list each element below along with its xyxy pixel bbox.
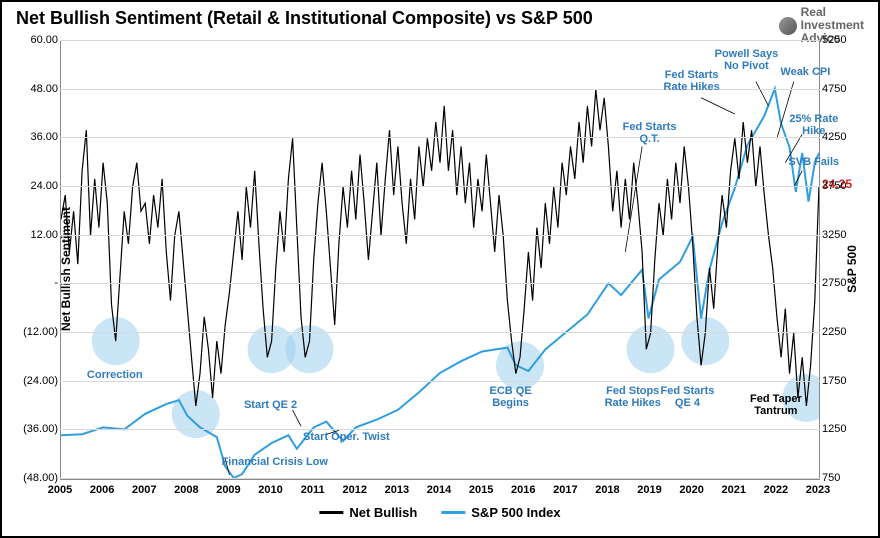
gridline <box>60 478 820 479</box>
x-tick: 2006 <box>90 484 114 496</box>
x-tick: 2022 <box>764 484 788 496</box>
legend-swatch-bullish <box>319 511 343 514</box>
logo-icon <box>779 17 797 35</box>
legend-item-bullish: Net Bullish <box>319 505 417 520</box>
gridline <box>60 283 820 284</box>
x-tick: 2016 <box>511 484 535 496</box>
x-tick: 2020 <box>679 484 703 496</box>
annotation-connector <box>701 98 735 114</box>
annotation-connector <box>756 82 769 106</box>
y-left-tick: 60.00 <box>22 34 58 46</box>
y-right-tick: 1250 <box>822 423 858 435</box>
x-tick: 2019 <box>637 484 661 496</box>
gridline <box>60 137 820 138</box>
gridline <box>60 429 820 430</box>
y-left-tick: (36.00) <box>22 423 58 435</box>
gridline <box>60 235 820 236</box>
gridline <box>60 89 820 90</box>
legend-label-sp500: S&P 500 Index <box>471 505 560 520</box>
gridline <box>60 332 820 333</box>
x-tick: 2005 <box>48 484 72 496</box>
x-tick: 2023 <box>806 484 830 496</box>
x-tick: 2017 <box>553 484 577 496</box>
annotation-connector <box>293 410 301 426</box>
y-right-tick: 5250 <box>822 34 858 46</box>
y-left-tick: 36.00 <box>22 131 58 143</box>
x-tick: 2008 <box>174 484 198 496</box>
y-right-tick: 2250 <box>822 326 858 338</box>
y-left-tick: 24.00 <box>22 180 58 192</box>
chart-title: Net Bullish Sentiment (Retail & Institut… <box>16 8 593 29</box>
legend-label-bullish: Net Bullish <box>349 505 417 520</box>
y-right-tick: 1750 <box>822 375 858 387</box>
gridline <box>60 40 820 41</box>
annotation-connector <box>785 134 802 162</box>
plot-area <box>60 40 820 480</box>
y-right-tick: 4750 <box>822 83 858 95</box>
y-left-tick: 48.00 <box>22 83 58 95</box>
x-tick: 2014 <box>427 484 451 496</box>
legend-item-sp500: S&P 500 Index <box>441 505 560 520</box>
legend: Net Bullish S&P 500 Index <box>319 505 560 520</box>
y-left-tick: 12.00 <box>22 229 58 241</box>
gridline <box>60 186 820 187</box>
x-tick: 2012 <box>343 484 367 496</box>
y-right-tick: 4250 <box>822 131 858 143</box>
y-left-tick: (24.00) <box>22 375 58 387</box>
legend-swatch-sp500 <box>441 511 465 514</box>
y-left-tick: - <box>22 277 58 289</box>
gridline <box>60 381 820 382</box>
plot-svg <box>61 41 819 479</box>
y-right-tick: 750 <box>822 472 858 484</box>
y-left-tick: (12.00) <box>22 326 58 338</box>
x-tick: 2013 <box>385 484 409 496</box>
y-right-tick: 3750 <box>822 180 858 192</box>
x-tick: 2010 <box>258 484 282 496</box>
y-left-tick: (48.00) <box>22 472 58 484</box>
y-right-tick: 2750 <box>822 277 858 289</box>
x-tick: 2009 <box>216 484 240 496</box>
x-tick: 2015 <box>469 484 493 496</box>
x-tick: 2011 <box>301 484 325 496</box>
x-tick: 2018 <box>595 484 619 496</box>
x-tick: 2007 <box>132 484 156 496</box>
y-right-tick: 3250 <box>822 229 858 241</box>
x-tick: 2021 <box>722 484 746 496</box>
chart-container: Net Bullish Sentiment (Retail & Institut… <box>0 0 880 538</box>
